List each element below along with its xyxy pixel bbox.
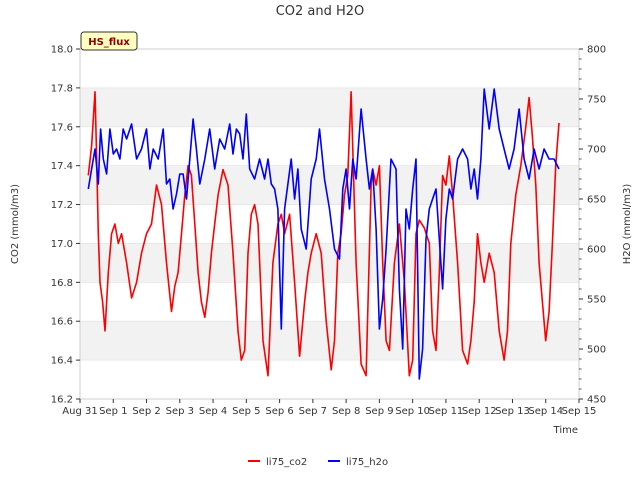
- y-left-tick-label: 17.0: [51, 239, 73, 250]
- x-tick-label: Sep 5: [232, 406, 260, 417]
- x-tick-label: Sep 12: [462, 406, 497, 417]
- y-left-tick-label: 17.4: [51, 161, 73, 172]
- y-left-tick-label: 16.2: [51, 395, 73, 406]
- y-right-tick-label: 800: [587, 45, 606, 56]
- y-left-tick-label: 17.8: [51, 83, 73, 94]
- x-tick-label: Aug 31: [62, 406, 97, 417]
- y-right-tick-label: 550: [587, 295, 606, 306]
- y-axis-right-label: H2O (mmol/m3): [622, 184, 633, 265]
- y-right-tick-label: 500: [587, 345, 606, 356]
- x-tick-label: Sep 1: [99, 406, 127, 417]
- background-band: [80, 87, 579, 127]
- x-tick-label: Sep 15: [562, 406, 597, 417]
- hs-flux-badge-label: HS_flux: [88, 37, 130, 48]
- y-left-tick-label: 17.6: [51, 122, 73, 133]
- y-axis-left-label: CO2 (mmol/m3): [10, 184, 21, 264]
- y-left-tick-label: 17.2: [51, 200, 73, 211]
- y-left-tick-label: 16.8: [51, 278, 73, 289]
- y-right-tick-label: 450: [587, 395, 606, 406]
- x-tick-label: Sep 10: [395, 406, 430, 417]
- y-axis-left: 16.2 16.4 16.6 16.8 17.0 17.2 17.4 17.6 17.8 18.0: [51, 45, 80, 406]
- x-tick-label: Sep 13: [495, 406, 530, 417]
- series-line-li75_co2: [87, 91, 560, 377]
- legend-label-co2: li75_co2: [266, 457, 307, 468]
- plot-frame: [79, 48, 580, 400]
- y-right-tick-label: 650: [587, 195, 606, 206]
- y-left-tick-label: 18.0: [51, 45, 73, 56]
- y-right-tick-label: 700: [587, 145, 606, 156]
- x-axis-label: Time: [553, 425, 578, 436]
- hs-flux-badge: HS_flux: [80, 31, 138, 51]
- x-tick-label: Sep 11: [429, 406, 464, 417]
- y-left-tick-label: 16.4: [51, 356, 73, 367]
- background-band: [80, 165, 579, 205]
- x-tick-label: Sep 7: [299, 406, 327, 417]
- series-group: [87, 88, 560, 380]
- y-left-tick-label: 16.6: [51, 317, 73, 328]
- x-tick-label: Sep 9: [365, 406, 393, 417]
- x-tick-label: Sep 8: [332, 406, 360, 417]
- y-axis-right: 450 500 550 600 650 700 750 800: [579, 45, 606, 406]
- x-axis: Aug 31 Sep 1 Sep 2 Sep 3 Sep 4 Sep 5 Sep 6 Sep …: [62, 399, 596, 417]
- x-tick-label: Sep 2: [132, 406, 160, 417]
- x-tick-label: Sep 14: [528, 406, 563, 417]
- x-tick-label: Sep 6: [265, 406, 293, 417]
- y-right-tick-label: 600: [587, 245, 606, 256]
- x-tick-label: Sep 3: [166, 406, 194, 417]
- chart-title: CO2 and H2O: [276, 4, 365, 19]
- y-right-tick-label: 750: [587, 95, 606, 106]
- legend-label-h2o: li75_h2o: [346, 457, 388, 468]
- background-band: [80, 243, 579, 283]
- legend: li75_co2 li75_h2o: [248, 457, 388, 468]
- series-line-li75_h2o: [87, 88, 560, 380]
- x-tick-label: Sep 4: [199, 406, 227, 417]
- hs-flux-badge-box: [80, 31, 138, 51]
